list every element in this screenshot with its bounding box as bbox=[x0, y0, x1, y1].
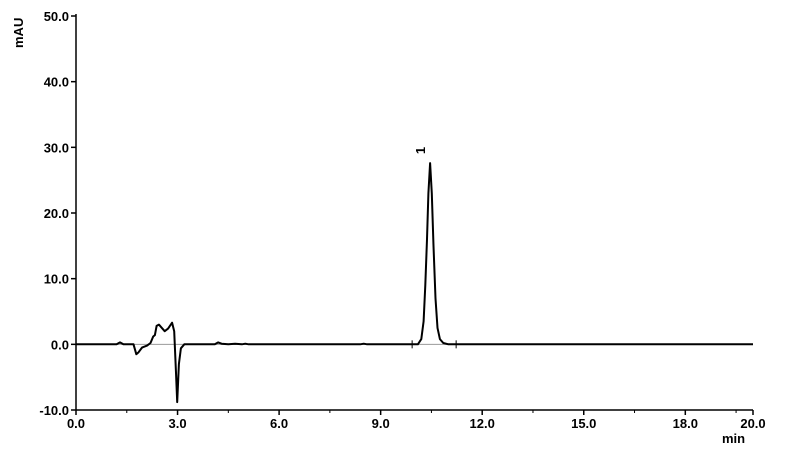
y-tick-label: 40.0 bbox=[44, 75, 69, 90]
y-axis-title: mAU bbox=[11, 18, 26, 48]
y-tick-label: 10.0 bbox=[44, 272, 69, 287]
signal-trace bbox=[76, 162, 753, 404]
y-tick-label: -10.0 bbox=[39, 403, 69, 418]
x-tick-label: 6.0 bbox=[270, 416, 288, 431]
x-axis-title: min bbox=[722, 431, 745, 446]
peak-label: 1 bbox=[413, 147, 428, 154]
x-tick-label: 0.0 bbox=[67, 416, 85, 431]
ticks: 0.0 3.0 6.0 9.0 12.0 15.0 18.0 20.0-10.00.010.0… bbox=[39, 9, 765, 431]
y-tick-label: 50.0 bbox=[44, 9, 69, 24]
axes bbox=[75, 14, 753, 411]
x-tick-label: 3.0 bbox=[169, 416, 187, 431]
x-tick-label: 18.0 bbox=[673, 416, 698, 431]
y-tick-label: 20.0 bbox=[44, 206, 69, 221]
x-tick-label: 15.0 bbox=[571, 416, 596, 431]
x-tick-label: 9.0 bbox=[372, 416, 390, 431]
y-tick-label: 0.0 bbox=[51, 337, 69, 352]
x-tick-label: 12.0 bbox=[470, 416, 495, 431]
y-tick-label: 30.0 bbox=[44, 140, 69, 155]
x-tick-label: 20.0 bbox=[740, 416, 765, 431]
